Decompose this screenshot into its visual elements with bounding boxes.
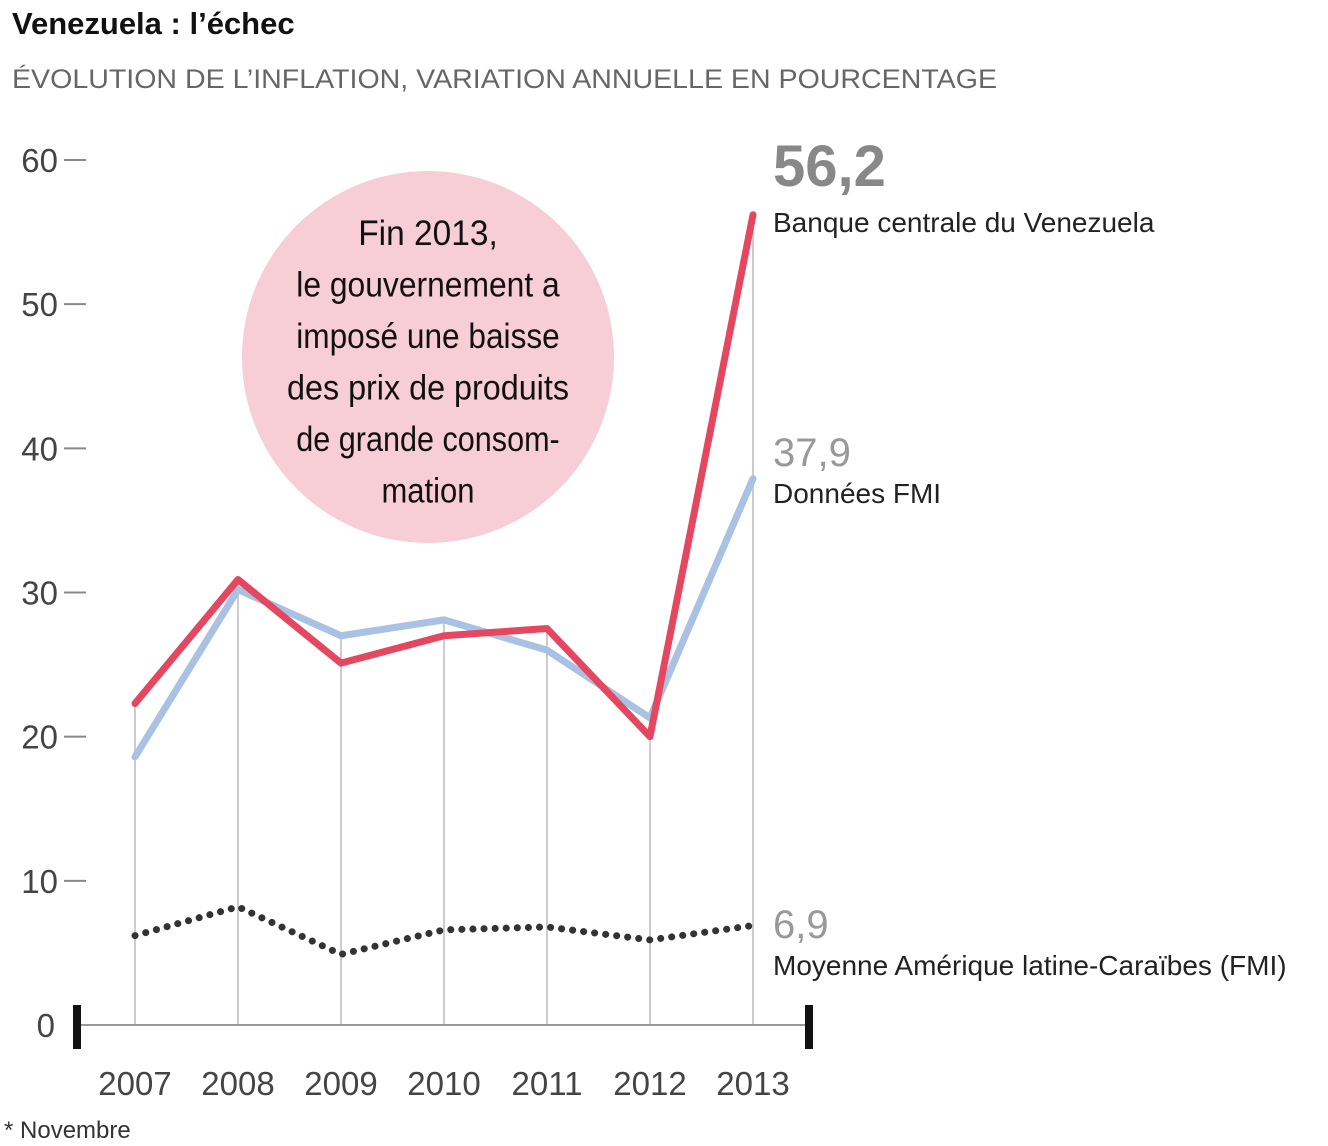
y-tick-label: 60 (21, 142, 58, 179)
series-lines (131, 211, 757, 958)
chart-subtitle: ÉVOLUTION DE L’INFLATION, VARIATION ANNU… (12, 64, 997, 94)
annotation-line: de grande consom- (296, 420, 560, 459)
y-axis: 0 10 20 30 40 50 60 (21, 142, 86, 1044)
y-tick-label: 50 (21, 286, 58, 323)
x-tick-label: 2011 (512, 1065, 583, 1102)
annotation-line: des prix de produits (287, 369, 569, 408)
x-tick-label: 2013 (716, 1065, 789, 1102)
annotation-bubble: Fin 2013, le gouvernement a imposé une bai… (242, 171, 614, 543)
series-labels: 56,2 Banque centrale du Venezuela 37,9Donn… (773, 134, 1287, 981)
annotation-line: le gouvernement a (296, 266, 560, 305)
x-tick-label: 2010 (407, 1065, 480, 1102)
series-name: Banque centrale du Venezuela (773, 207, 1155, 238)
series-line-solid (131, 475, 757, 761)
chart-title: Venezuela : l’échec (12, 6, 295, 41)
y-tick-label: 0 (37, 1007, 55, 1044)
x-tick-label: 2012 (613, 1065, 686, 1102)
footnote: * Novembre (4, 1117, 131, 1144)
x-tick-label: 2007 (98, 1065, 171, 1102)
series-line-solid (131, 211, 757, 741)
grid-lines (134, 214, 754, 1025)
series-name: Moyenne Amérique latine-Caraïbes (FMI) (773, 950, 1287, 981)
x-axis: 2007 2008 2009 2010 2011 2012 2013 (73, 1005, 813, 1102)
y-tick-label: 20 (21, 719, 58, 756)
annotation-line: imposé une baisse (296, 317, 560, 356)
axis-end-cap-left (73, 1005, 81, 1049)
series-end-value: 37,9 (773, 431, 851, 475)
annotation-line: Fin 2013, (358, 214, 498, 253)
axis-end-cap-right (805, 1005, 813, 1049)
series-end-value: 56,2 (773, 134, 886, 199)
series-name: Données FMI (773, 478, 941, 509)
x-tick-label: 2009 (304, 1065, 377, 1102)
annotation-line: mation (382, 472, 475, 511)
y-tick-label: 10 (21, 863, 58, 900)
series-end-value: 6,9 (773, 903, 829, 947)
y-tick-label: 30 (21, 575, 58, 612)
annotation-circle (242, 171, 614, 543)
x-tick-label: 2008 (201, 1065, 274, 1102)
y-tick-label: 40 (21, 430, 58, 467)
series-line-dotted (131, 903, 757, 958)
